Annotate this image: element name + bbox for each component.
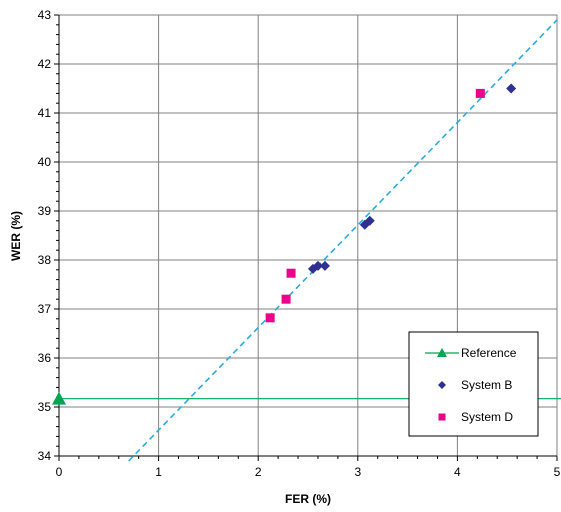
legend-label-reference: Reference bbox=[461, 346, 517, 360]
data-points bbox=[52, 83, 517, 405]
point-system-d-2 bbox=[286, 268, 296, 278]
y-tick-label-0: 34 bbox=[38, 449, 52, 463]
point-reference-0 bbox=[52, 391, 66, 405]
trend-line-layer bbox=[128, 19, 558, 462]
y-tick-label-8: 42 bbox=[38, 57, 52, 71]
x-tick-label-1: 1 bbox=[155, 465, 162, 479]
point-system-d-3 bbox=[475, 88, 485, 98]
point-system-d-0 bbox=[265, 313, 275, 323]
legend: Reference System B System D bbox=[408, 331, 539, 437]
y-tick-label-3: 37 bbox=[38, 302, 52, 316]
x-tick-label-5: 5 bbox=[554, 465, 561, 479]
legend-swatches bbox=[425, 348, 459, 421]
legend-swatch-system-b bbox=[438, 381, 446, 389]
point-system-d-1 bbox=[281, 294, 291, 304]
x-tick-label-0: 0 bbox=[56, 465, 63, 479]
y-tick-label-4: 38 bbox=[38, 253, 52, 267]
y-axis-title: WER (%) bbox=[9, 211, 23, 261]
y-tick-label-5: 39 bbox=[38, 204, 52, 218]
y-tick-label-6: 40 bbox=[38, 155, 52, 169]
y-tick-label-9: 43 bbox=[38, 8, 52, 22]
trend-line bbox=[128, 19, 558, 462]
legend-box bbox=[408, 331, 539, 437]
x-tick-label-4: 4 bbox=[454, 465, 461, 479]
legend-swatch-system-d bbox=[438, 413, 446, 421]
point-system-b-2 bbox=[319, 260, 330, 271]
y-tick-label-2: 36 bbox=[38, 351, 52, 365]
x-tick-labels: 0 1 2 3 4 5 bbox=[56, 465, 561, 479]
x-axis-title: FER (%) bbox=[285, 492, 331, 506]
legend-label-system-d: System D bbox=[461, 410, 513, 424]
legend-label-system-b: System B bbox=[461, 378, 512, 392]
y-tick-label-1: 35 bbox=[38, 400, 52, 414]
point-system-b-1 bbox=[312, 260, 323, 271]
y-tick-label-7: 41 bbox=[38, 106, 52, 120]
legend-swatch-reference bbox=[437, 348, 447, 357]
x-tick-label-2: 2 bbox=[255, 465, 262, 479]
point-system-b-4 bbox=[364, 215, 375, 226]
x-tick-label-3: 3 bbox=[354, 465, 361, 479]
point-system-b-5 bbox=[506, 83, 517, 94]
y-tick-labels: 34 35 36 37 38 39 40 41 42 43 bbox=[38, 8, 52, 463]
